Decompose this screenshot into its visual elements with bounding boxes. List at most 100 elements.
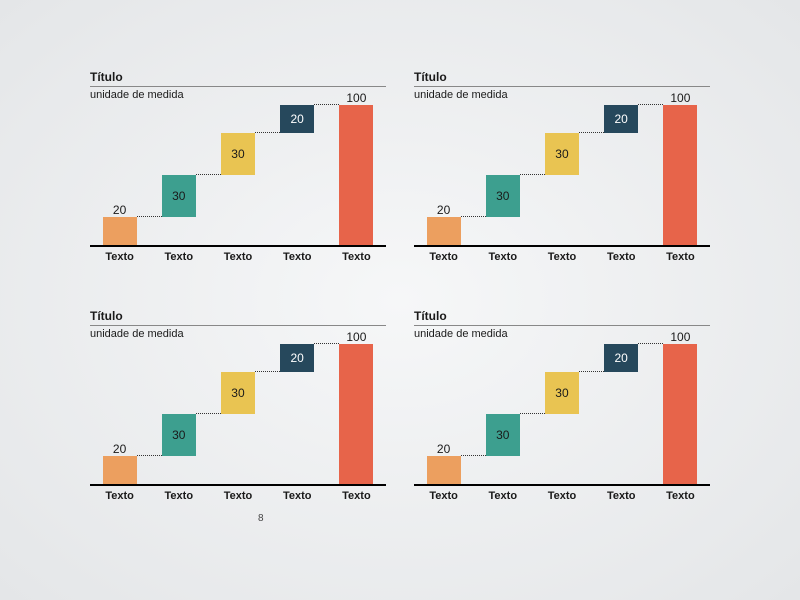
bar-value-label: 30 (496, 189, 509, 203)
bar-value-label: 20 (291, 112, 304, 126)
bar-rect: 100 (663, 344, 697, 484)
connector (638, 104, 663, 105)
chart-subtitle: unidade de medida (90, 86, 386, 101)
bar-value-label: 20 (291, 351, 304, 365)
chart-grid: Títulounidade de medida20303020100TextoT… (90, 70, 710, 530)
bar-value-label: 20 (113, 442, 126, 456)
bar-rect: 30 (162, 175, 196, 217)
x-axis-labels: TextoTextoTextoTextoTexto (414, 490, 710, 502)
bar-1: 30 (473, 107, 532, 245)
bar-4: 100 (327, 346, 386, 484)
x-label: Texto (208, 490, 267, 502)
waterfall-chart-bottom-left: Títulounidade de medida20303020100TextoT… (90, 309, 386, 530)
x-axis-labels: TextoTextoTextoTextoTexto (90, 251, 386, 263)
bar-value-label: 20 (437, 203, 450, 217)
bar-rect: 20 (604, 344, 638, 372)
bar-value-label: 100 (346, 330, 366, 344)
bar-rect: 20 (280, 105, 314, 133)
bar-rect: 30 (486, 175, 520, 217)
chart-subtitle: unidade de medida (414, 325, 710, 340)
bar-rect: 100 (339, 105, 373, 245)
chart-plot: 20 30 30 20 100 (414, 346, 710, 486)
x-label: Texto (592, 251, 651, 263)
bar-1: 30 (149, 107, 208, 245)
x-label: Texto (414, 251, 473, 263)
bar-rect: 30 (486, 414, 520, 456)
bar-2: 30 (208, 346, 267, 484)
bar-value-label: 20 (615, 351, 628, 365)
x-label: Texto (90, 251, 149, 263)
bar-2: 30 (532, 107, 591, 245)
x-axis-labels: TextoTextoTextoTextoTexto (90, 490, 386, 502)
connector (314, 104, 339, 105)
bar-4: 100 (651, 107, 710, 245)
bar-rect: 30 (221, 133, 255, 175)
bar-1: 30 (149, 346, 208, 484)
bar-rect: 20 (280, 344, 314, 372)
waterfall-chart-top-right: Títulounidade de medida20303020100TextoT… (414, 70, 710, 291)
x-label: Texto (327, 490, 386, 502)
bar-0: 20 (414, 346, 473, 484)
bar-value-label: 20 (113, 203, 126, 217)
chart-subtitle: unidade de medida (414, 86, 710, 101)
bar-2: 30 (208, 107, 267, 245)
bar-0: 20 (414, 107, 473, 245)
bar-3: 20 (592, 107, 651, 245)
bar-value-label: 100 (346, 91, 366, 105)
bar-value-label: 30 (555, 386, 568, 400)
x-label: Texto (268, 251, 327, 263)
x-label: Texto (651, 251, 710, 263)
x-label: Texto (532, 251, 591, 263)
x-label: Texto (327, 251, 386, 263)
bar-rect: 20 (427, 456, 461, 484)
bar-rect: 30 (545, 133, 579, 175)
bar-rect: 100 (339, 344, 373, 484)
connector (314, 343, 339, 344)
x-label: Texto (268, 490, 327, 502)
waterfall-chart-bottom-right: Títulounidade de medida20303020100TextoT… (414, 309, 710, 530)
chart-plot: 20 30 30 20 100 (414, 107, 710, 247)
bar-3: 20 (268, 346, 327, 484)
bar-value-label: 30 (231, 147, 244, 161)
chart-title: Título (90, 309, 386, 323)
x-label: Texto (532, 490, 591, 502)
connector (638, 343, 663, 344)
x-axis-labels: TextoTextoTextoTextoTexto (414, 251, 710, 263)
bar-rect: 20 (604, 105, 638, 133)
bar-3: 20 (268, 107, 327, 245)
chart-title: Título (90, 70, 386, 84)
bar-value-label: 20 (437, 442, 450, 456)
bar-value-label: 20 (615, 112, 628, 126)
x-label: Texto (414, 490, 473, 502)
bar-rect: 100 (663, 105, 697, 245)
bar-value-label: 30 (172, 189, 185, 203)
bar-value-label: 30 (496, 428, 509, 442)
bar-0: 20 (90, 346, 149, 484)
bar-3: 20 (592, 346, 651, 484)
bar-value-label: 30 (555, 147, 568, 161)
chart-title: Título (414, 309, 710, 323)
chart-subtitle: unidade de medida (90, 325, 386, 340)
x-label: Texto (473, 490, 532, 502)
x-label: Texto (592, 490, 651, 502)
bar-value-label: 100 (670, 91, 690, 105)
chart-plot: 20 30 30 20 100 (90, 107, 386, 247)
x-label: Texto (149, 490, 208, 502)
waterfall-chart-top-left: Títulounidade de medida20303020100TextoT… (90, 70, 386, 291)
bar-value-label: 30 (172, 428, 185, 442)
bar-0: 20 (90, 107, 149, 245)
chart-plot: 20 30 30 20 100 (90, 346, 386, 486)
bar-value-label: 30 (231, 386, 244, 400)
x-label: Texto (651, 490, 710, 502)
bar-rect: 30 (545, 372, 579, 414)
chart-title: Título (414, 70, 710, 84)
bar-value-label: 100 (670, 330, 690, 344)
x-label: Texto (473, 251, 532, 263)
bar-rect: 20 (103, 456, 137, 484)
page-number: 8 (258, 513, 264, 524)
x-label: Texto (208, 251, 267, 263)
bar-1: 30 (473, 346, 532, 484)
x-label: Texto (90, 490, 149, 502)
bar-rect: 20 (427, 217, 461, 245)
bar-rect: 30 (162, 414, 196, 456)
